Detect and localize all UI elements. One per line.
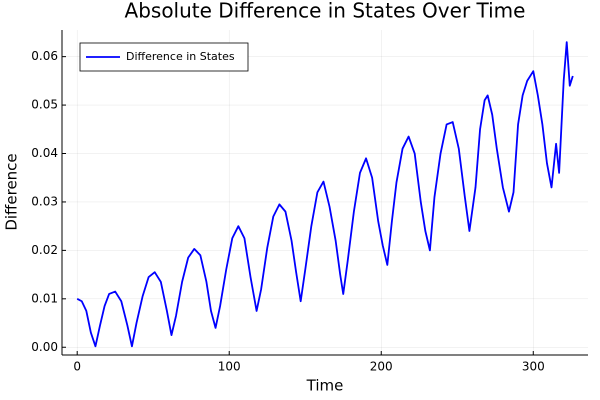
y-tick-label: 0.00 <box>31 340 58 354</box>
y-axis-label: Difference <box>3 153 21 230</box>
y-tick-label: 0.03 <box>31 194 58 208</box>
y-tick-label: 0.02 <box>31 243 58 257</box>
x-tick-label: 100 <box>218 360 241 374</box>
x-tick-label: 200 <box>370 360 393 374</box>
y-tick-label: 0.06 <box>31 49 58 63</box>
chart-title: Absolute Difference in States Over Time <box>125 0 526 23</box>
y-tick-label: 0.04 <box>31 146 58 160</box>
x-tick-label: 300 <box>522 360 545 374</box>
line-series <box>76 41 574 348</box>
y-tick-label: 0.05 <box>31 98 58 112</box>
x-axis-label: Time <box>306 377 344 395</box>
legend-label: Difference in States <box>126 50 235 63</box>
y-tick-label: 0.01 <box>31 291 58 305</box>
x-tick-label: 0 <box>73 360 81 374</box>
